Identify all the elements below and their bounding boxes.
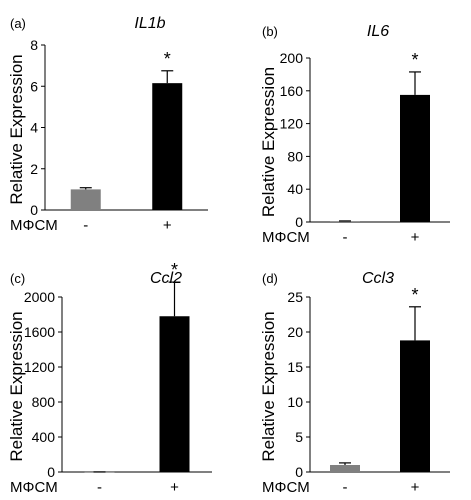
- x-factor-label: MΦCM: [262, 229, 310, 246]
- chart-title: IL1b: [134, 15, 165, 32]
- x-category-label: +: [170, 479, 179, 496]
- y-tick-label: 0: [295, 464, 303, 480]
- x-category-label: +: [411, 229, 420, 246]
- y-tick-label: 40: [287, 181, 303, 197]
- bar: [400, 94, 430, 222]
- x-category-label: +: [411, 479, 420, 496]
- y-tick-label: 6: [30, 78, 38, 94]
- y-axis-title: Relative Expression: [7, 54, 26, 204]
- panel-label: (c): [10, 271, 25, 286]
- bar: [159, 316, 190, 472]
- bar: [70, 189, 101, 210]
- y-axis-title: Relative Expression: [259, 67, 278, 217]
- x-category-label: +: [163, 217, 172, 234]
- x-category-label: -: [83, 217, 88, 234]
- y-tick-label: 2000: [24, 289, 55, 305]
- x-category-label: -: [343, 479, 348, 496]
- y-tick-label: 25: [287, 289, 303, 305]
- bar: [330, 465, 360, 472]
- panel-label: (b): [262, 24, 278, 39]
- bar: [330, 221, 360, 222]
- y-tick-label: 120: [280, 116, 304, 132]
- y-tick-label: 4: [30, 120, 38, 136]
- chart-title: Ccl3: [362, 270, 394, 287]
- x-factor-label: MΦCM: [10, 479, 58, 496]
- x-factor-label: MΦCM: [262, 479, 310, 496]
- y-tick-label: 0: [30, 202, 38, 218]
- significance-marker: *: [164, 49, 171, 69]
- y-tick-label: 200: [280, 50, 304, 66]
- x-category-label: -: [97, 479, 102, 496]
- y-tick-label: 1200: [24, 359, 55, 375]
- y-tick-label: 160: [280, 83, 304, 99]
- bar: [152, 83, 183, 210]
- y-tick-label: 20: [287, 324, 303, 340]
- significance-marker: *: [171, 260, 178, 280]
- panel-label: (a): [10, 16, 26, 31]
- y-axis-title: Relative Expression: [7, 311, 26, 461]
- y-axis-title: Relative Expression: [259, 311, 278, 461]
- y-tick-label: 10: [287, 394, 303, 410]
- y-tick-label: 800: [32, 394, 56, 410]
- y-tick-label: 400: [32, 429, 56, 445]
- y-tick-label: 0: [47, 464, 55, 480]
- y-tick-label: 15: [287, 359, 303, 375]
- significance-marker: *: [411, 285, 418, 305]
- y-tick-label: 2: [30, 161, 38, 177]
- significance-marker: *: [411, 50, 418, 70]
- x-factor-label: MΦCM: [10, 217, 58, 234]
- panel-label: (d): [262, 271, 278, 286]
- bar: [400, 340, 430, 472]
- y-tick-label: 0: [295, 214, 303, 230]
- y-tick-label: 8: [30, 37, 38, 53]
- y-tick-label: 80: [287, 148, 303, 164]
- chart-title: IL6: [367, 23, 389, 40]
- y-tick-label: 1600: [24, 324, 55, 340]
- x-category-label: -: [343, 229, 348, 246]
- y-tick-label: 5: [295, 429, 303, 445]
